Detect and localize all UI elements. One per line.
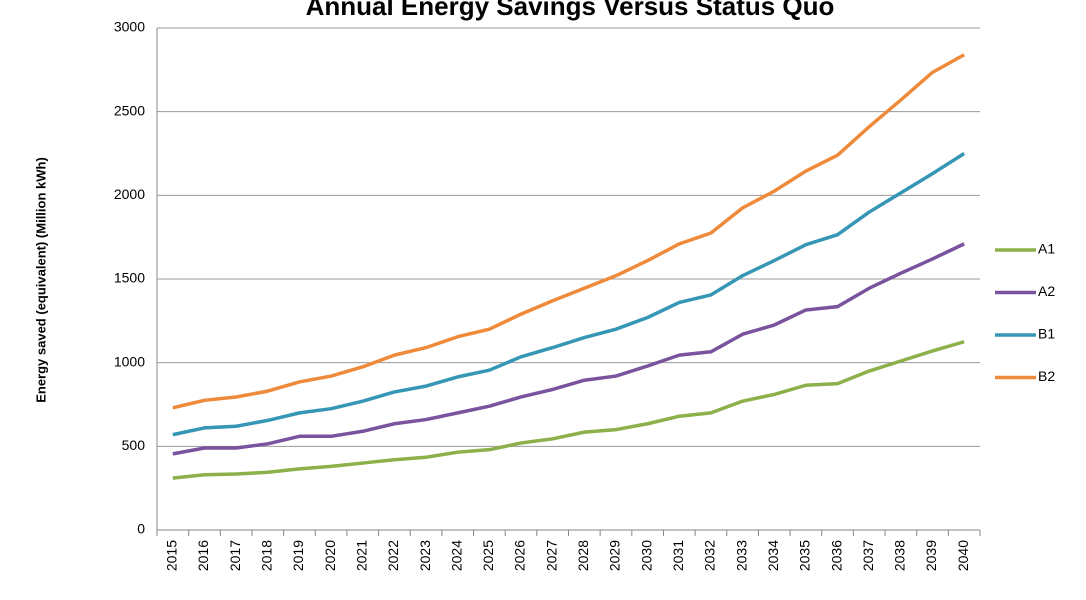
y-tick-label: 1000 bbox=[114, 353, 145, 369]
x-tick-label: 2023 bbox=[417, 540, 433, 571]
x-tick-label: 2020 bbox=[322, 540, 338, 571]
chart-title: Annual Energy Savings Versus Status Quo bbox=[306, 0, 835, 21]
series-line bbox=[172, 242, 965, 456]
x-tick-label: 2025 bbox=[480, 540, 496, 571]
y-axis-label: Energy saved (equivalent) (Million kWh) bbox=[33, 157, 48, 403]
x-tick-label: 2015 bbox=[164, 540, 180, 571]
series-line bbox=[172, 340, 965, 480]
x-tick-label: 2039 bbox=[923, 540, 939, 571]
legend-label: B2 bbox=[1038, 368, 1055, 384]
x-tick-label: 2016 bbox=[195, 540, 211, 571]
x-tick-label: 2038 bbox=[892, 540, 908, 571]
x-tick-label: 2036 bbox=[828, 540, 844, 571]
x-tick-label: 2034 bbox=[765, 540, 781, 571]
x-tick-label: 2019 bbox=[290, 540, 306, 571]
x-tick-label: 2022 bbox=[385, 540, 401, 571]
y-tick-label: 1500 bbox=[114, 270, 145, 286]
legend-label: B1 bbox=[1038, 326, 1055, 342]
x-tick-label: 2040 bbox=[955, 540, 971, 571]
series-line bbox=[172, 53, 966, 410]
x-tick-label: 2024 bbox=[448, 540, 464, 571]
y-tick-label: 0 bbox=[137, 521, 145, 537]
legend-label: A1 bbox=[1038, 241, 1055, 257]
x-tick-label: 2037 bbox=[860, 540, 876, 571]
x-tick-label: 2026 bbox=[512, 540, 528, 571]
x-tick-label: 2028 bbox=[575, 540, 591, 571]
x-tick-label: 2017 bbox=[227, 540, 243, 571]
x-tick-label: 2031 bbox=[670, 540, 686, 571]
x-tick-label: 2027 bbox=[543, 540, 559, 571]
legend-label: A2 bbox=[1038, 283, 1055, 299]
series-line bbox=[172, 152, 966, 437]
x-tick-label: 2030 bbox=[638, 540, 654, 571]
y-tick-label: 2500 bbox=[114, 102, 145, 118]
x-tick-label: 2032 bbox=[702, 540, 718, 571]
x-tick-label: 2021 bbox=[353, 540, 369, 571]
y-tick-label: 2000 bbox=[114, 186, 145, 202]
x-tick-label: 2029 bbox=[607, 540, 623, 571]
y-tick-label: 3000 bbox=[114, 19, 145, 35]
y-tick-label: 500 bbox=[122, 437, 146, 453]
x-tick-label: 2018 bbox=[258, 540, 274, 571]
x-tick-label: 2035 bbox=[797, 540, 813, 571]
x-tick-label: 2033 bbox=[733, 540, 749, 571]
